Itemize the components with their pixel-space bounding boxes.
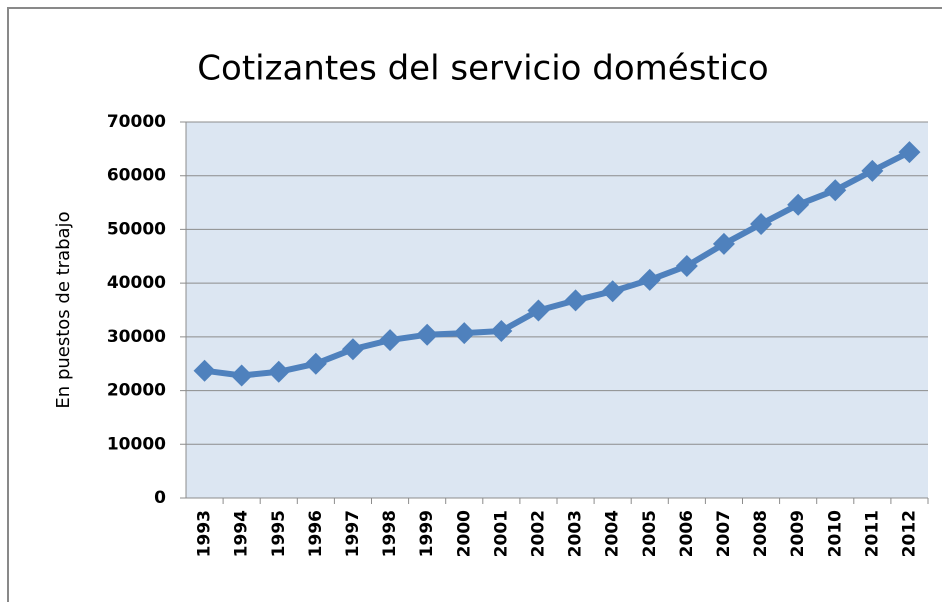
marker [861,159,884,182]
x-tick-label: 1998 [380,510,400,557]
marker [564,289,587,312]
marker [490,319,513,342]
marker [230,364,253,387]
y-tick-label: 10000 [107,434,166,454]
x-tick-label: 2001 [491,510,511,557]
x-tick-label: 1994 [232,510,252,557]
x-tick-label: 2000 [454,510,474,557]
marker [304,352,327,375]
marker [787,193,810,216]
x-tick-label: 2009 [788,510,808,557]
x-tick-label: 1997 [343,510,363,557]
y-tick-label: 50000 [107,219,166,239]
marker [675,254,698,277]
x-tick-label: 1993 [195,510,215,557]
x-tick-label: 2005 [640,510,660,557]
x-tick-label: 1996 [306,510,326,557]
marker [750,213,773,236]
x-tick-label: 2011 [862,510,882,557]
x-tick-label: 2004 [603,510,623,557]
y-tick-label: 20000 [107,381,166,401]
marker [267,360,290,383]
x-tick-label: 2006 [677,510,697,557]
marker [712,232,735,255]
marker [601,280,624,303]
x-tick-label: 2008 [751,510,771,557]
y-axis-label: En puestos de trabajo [53,211,74,408]
chart-title: Cotizantes del servicio doméstico [197,49,768,89]
x-tick-label: 2003 [566,510,586,557]
x-tick-label: 2012 [899,510,919,557]
marker [416,323,439,346]
x-tick-label: 1999 [417,510,437,557]
y-tick-label: 30000 [107,327,166,347]
marker [193,359,216,382]
marker [898,141,921,164]
y-tick-label: 70000 [107,112,166,132]
x-tick-label: 2007 [714,510,734,557]
x-tick-label: 2010 [825,510,845,557]
marker [638,268,661,291]
marker [527,299,550,322]
plot-area [186,122,928,498]
y-tick-label: 60000 [107,166,166,186]
marker [341,338,364,361]
x-tick-label: 1995 [269,510,289,557]
y-tick-label: 40000 [107,273,166,293]
x-tick-label: 2002 [528,510,548,557]
y-tick-label: 0 [154,488,166,508]
marker [379,329,402,352]
marker [453,322,476,345]
marker [824,179,847,202]
